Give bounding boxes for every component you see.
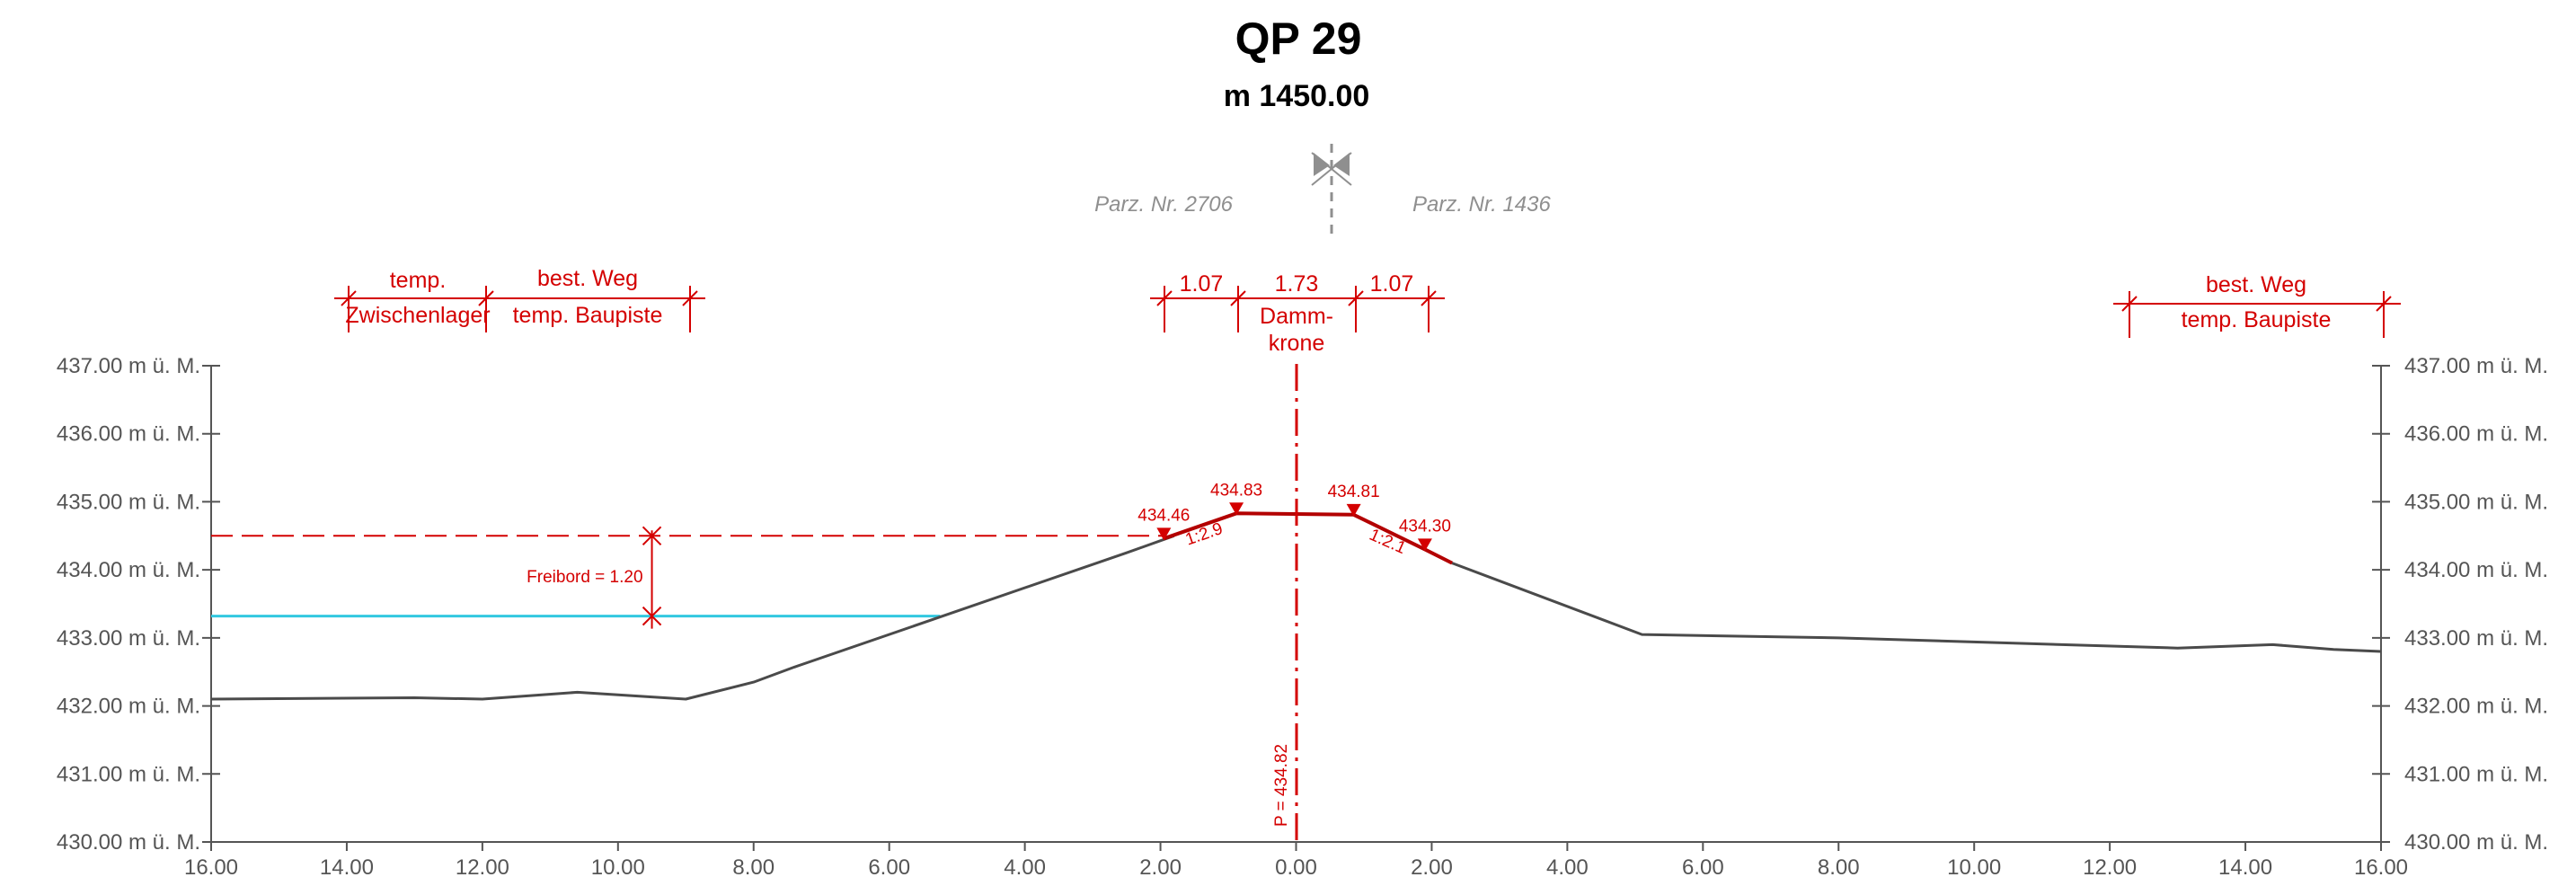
right-zone-dimension <box>2113 291 2401 338</box>
y-tick-label-right: 435.00 m ü. M. <box>2404 490 2548 514</box>
crest-dim-left: 1.07 <box>1180 271 1224 297</box>
y-tick-label-left: 433.00 m ü. M. <box>57 626 200 651</box>
y-axis-right-ticks: 430.00 m ü. M. 431.00 m ü. M. 432.00 m ü. … <box>2372 354 2548 855</box>
x-tick-label: 10.00 <box>591 855 645 880</box>
y-tick-label-right: 432.00 m ü. M. <box>2404 695 2548 719</box>
left-zone-b-bottom: temp. Baupiste <box>513 303 663 328</box>
elevation-label: 434.83 <box>1210 481 1262 500</box>
x-tick-label: 6.00 <box>1682 855 1724 880</box>
crest-label-line2: krone <box>1269 331 1325 356</box>
freeboard-dimension <box>642 526 662 629</box>
elevation-markers: 434.46 434.83 434.81 434.30 <box>1138 481 1451 552</box>
x-tick-label: 12.00 <box>456 855 509 880</box>
section-station: m 1450.00 <box>1224 79 1370 113</box>
elevation-triangle-icon <box>1417 538 1432 552</box>
elevation-triangle-icon <box>1346 503 1361 517</box>
y-tick-label-left: 434.00 m ü. M. <box>57 558 200 582</box>
x-axis-ticks: 16.00 14.00 12.00 10.00 8.00 6.00 4.00 2.00 0.00… <box>184 842 2408 880</box>
y-tick-label-left: 430.00 m ü. M. <box>57 830 200 855</box>
x-tick-label: 6.00 <box>868 855 910 880</box>
x-tick-label: 8.00 <box>1818 855 1860 880</box>
left-zone-dimension <box>334 286 705 332</box>
x-tick-label: 0.00 <box>1275 855 1317 880</box>
left-zone-a-bottom: Zwischenlager <box>345 303 490 328</box>
y-tick-label-left: 432.00 m ü. M. <box>57 695 200 719</box>
x-tick-label: 14.00 <box>320 855 374 880</box>
y-tick-label-left: 437.00 m ü. M. <box>57 354 200 378</box>
x-tick-label: 12.00 <box>2083 855 2137 880</box>
y-tick-label-right: 433.00 m ü. M. <box>2404 626 2548 651</box>
y-tick-label-right: 434.00 m ü. M. <box>2404 558 2548 582</box>
elevation-label: 434.81 <box>1328 483 1380 501</box>
x-tick-label: 2.00 <box>1139 855 1182 880</box>
elevation-label: 434.46 <box>1138 506 1190 525</box>
y-tick-label-left: 436.00 m ü. M. <box>57 422 200 447</box>
x-tick-label: 10.00 <box>1947 855 2001 880</box>
y-tick-label-left: 435.00 m ü. M. <box>57 490 200 514</box>
x-tick-label: 2.00 <box>1411 855 1453 880</box>
y-axis-left-ticks: 430.00 m ü. M. 431.00 m ü. M. 432.00 m ü. … <box>57 354 220 855</box>
crest-label-line1: Damm- <box>1260 304 1333 329</box>
y-tick-label-left: 431.00 m ü. M. <box>57 762 200 786</box>
crest-dim-right: 1.07 <box>1370 271 1414 297</box>
right-zone-bottom: temp. Baupiste <box>2182 307 2332 332</box>
y-tick-label-right: 430.00 m ü. M. <box>2404 830 2548 855</box>
terrain-profile-line <box>1451 562 2382 653</box>
y-tick-label-right: 437.00 m ü. M. <box>2404 354 2548 378</box>
x-tick-label: 4.00 <box>1004 855 1046 880</box>
section-title: QP 29 <box>1235 13 1362 64</box>
x-tick-label: 16.00 <box>184 855 238 880</box>
left-zone-b-top: best. Weg <box>537 266 638 291</box>
x-tick-label: 16.00 <box>2354 855 2408 880</box>
x-tick-label: 14.00 <box>2218 855 2272 880</box>
dam-axis-label: P = 434.82 <box>1272 744 1291 827</box>
terrain-profile-line <box>210 534 1175 701</box>
x-tick-label: 8.00 <box>732 855 775 880</box>
crest-dim-mid: 1.73 <box>1275 271 1319 297</box>
x-tick-label: 4.00 <box>1546 855 1589 880</box>
freeboard-label: Freibord = 1.20 <box>527 568 642 587</box>
elevation-triangle-icon <box>1156 527 1172 541</box>
elevation-label: 434.30 <box>1399 517 1451 536</box>
y-tick-label-right: 436.00 m ü. M. <box>2404 422 2548 447</box>
parcel-label-left: Parz. Nr. 2706 <box>1094 192 1233 217</box>
parcel-label-right: Parz. Nr. 1436 <box>1412 192 1551 217</box>
y-tick-label-right: 431.00 m ü. M. <box>2404 762 2548 786</box>
left-zone-a-top: temp. <box>390 268 447 293</box>
elevation-triangle-icon <box>1229 502 1244 516</box>
parcel-boundary-icon <box>1311 144 1352 238</box>
crest-dimension-chain <box>1150 286 1445 332</box>
right-zone-top: best. Weg <box>2206 272 2306 297</box>
